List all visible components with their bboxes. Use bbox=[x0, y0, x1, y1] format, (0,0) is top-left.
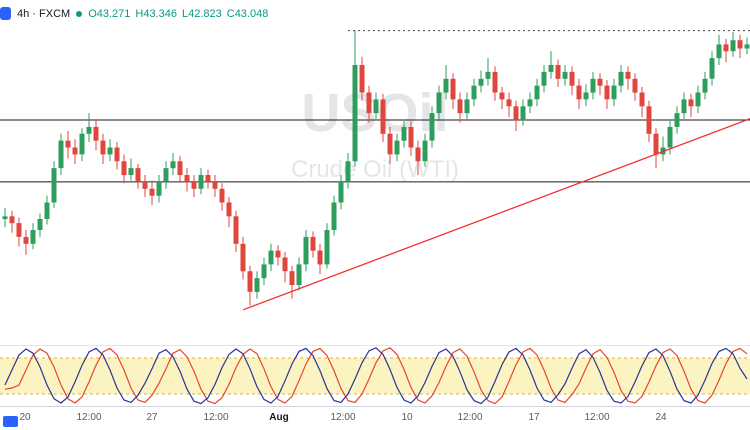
stochastic-indicator-pane[interactable] bbox=[0, 346, 750, 406]
time-axis-label: 12:00 bbox=[203, 412, 229, 423]
legend-title[interactable]: 4h · FXCM bbox=[17, 7, 71, 20]
pane-separator[interactable] bbox=[0, 345, 750, 346]
ohlc-low: L42.823 bbox=[181, 7, 222, 20]
time-axis-label: Aug bbox=[269, 412, 289, 423]
time-axis[interactable]: 20 12:00 27 12:00 Aug 12:00 10 12:00 17 12:00 24 bbox=[0, 406, 750, 430]
time-axis-label: 12:00 bbox=[584, 412, 610, 423]
ohlc-high: H43.346 bbox=[135, 7, 177, 20]
tradingview-logo[interactable] bbox=[3, 416, 18, 427]
time-axis-label: 17 bbox=[528, 412, 540, 423]
time-axis-label: 24 bbox=[655, 412, 667, 423]
symbol-logo-chip[interactable] bbox=[0, 7, 11, 20]
time-axis-label: 12:00 bbox=[457, 412, 483, 423]
time-axis-label: 10 bbox=[401, 412, 413, 423]
time-axis-label: 27 bbox=[146, 412, 158, 423]
chart-legend: 4h · FXCM O43.271 H43.346 L42.823 C43.04… bbox=[0, 7, 268, 20]
time-axis-labels: 20 12:00 27 12:00 Aug 12:00 10 12:00 17 12:00 24 bbox=[0, 407, 750, 430]
legend-ohlc: O43.271 H43.346 L42.823 C43.048 bbox=[88, 8, 268, 20]
time-axis-label: 12:00 bbox=[330, 412, 356, 423]
time-axis-label: 20 bbox=[19, 412, 31, 423]
ohlc-open: O43.271 bbox=[88, 7, 131, 20]
price-chart-pane[interactable] bbox=[0, 0, 750, 345]
market-status-icon bbox=[76, 10, 83, 17]
ohlc-close: C43.048 bbox=[226, 7, 269, 20]
time-axis-label: 12:00 bbox=[76, 412, 102, 423]
